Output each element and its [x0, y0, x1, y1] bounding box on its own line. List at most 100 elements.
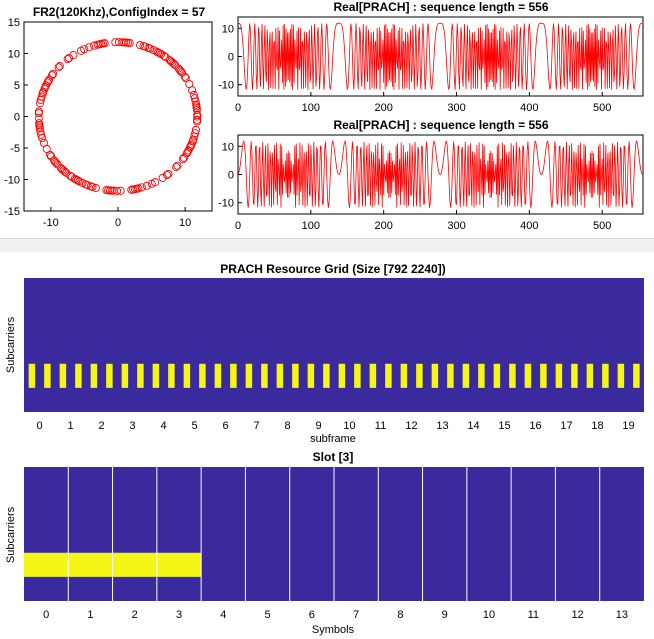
constellation-point	[190, 132, 199, 141]
constellation-point	[46, 150, 55, 159]
constellation-point	[34, 114, 43, 123]
prach-real-y-ticks-1: -10 0 10	[218, 23, 242, 92]
constellation-point	[184, 146, 193, 155]
prach-real-x-tick-label: 200	[375, 102, 393, 114]
constellation-point	[35, 122, 44, 131]
constellation-point	[186, 141, 195, 150]
resource-grid-bar	[44, 363, 51, 388]
resource-grid-x-tick-label: 0	[36, 420, 42, 432]
slot-ylabel: Subcarriers	[5, 506, 17, 563]
slot-x-tick-label: 6	[309, 609, 315, 621]
resource-grid-bar	[602, 363, 609, 388]
resource-grid-background	[24, 278, 644, 412]
resource-grid-bar	[292, 363, 299, 388]
constellation-point	[76, 46, 86, 55]
constellation-point	[78, 178, 87, 188]
resource-grid-x-tick-label: 9	[315, 420, 321, 432]
constellation-point	[64, 54, 74, 63]
constellation-point	[47, 152, 56, 161]
constellation-point	[129, 185, 138, 194]
prach-real-x-ticks-2: 0 100 200 300 400 500	[235, 210, 611, 232]
resource-grid-x-tick-label: 14	[467, 420, 479, 432]
resource-grid-bar	[555, 363, 563, 388]
constellation-point	[50, 156, 59, 165]
constellation-point	[167, 57, 176, 66]
slot-chart: Slot [3] 0 1 2 3 4 5 6 7 8 9 10 11 12 13 Symbols Subc…	[5, 450, 644, 636]
constellation-point	[192, 104, 201, 113]
constellation-point	[55, 62, 64, 71]
constellation-point	[146, 44, 155, 53]
resource-grid-x-tick-label: 12	[405, 420, 417, 432]
constellation-point	[36, 99, 45, 108]
slot-x-tick-label: 13	[616, 609, 628, 621]
resource-grid-bar	[245, 363, 253, 388]
constellation-point	[70, 174, 79, 183]
constellation-point	[95, 40, 104, 49]
constellation-point	[63, 55, 72, 64]
resource-grid-bar	[586, 363, 594, 388]
prach-real-chart-2: Real[PRACH] : sequence length = 556 0 100…	[218, 118, 644, 232]
prach-real-series-line-1	[237, 22, 643, 90]
resource-grid-bar	[106, 363, 113, 388]
resource-grid-bar	[338, 363, 346, 388]
prach-real-y-tick-label: 0	[228, 170, 234, 182]
constellation-point	[66, 171, 75, 180]
resource-grid-x-tick-label: 17	[560, 420, 572, 432]
slot-x-tick-label: 5	[265, 609, 271, 621]
slot-x-tick-label: 9	[442, 609, 448, 621]
constellation-point	[118, 38, 127, 47]
slot-x-tick-label: 7	[353, 609, 359, 621]
resource-grid-bar	[462, 363, 470, 388]
constellation-point	[42, 144, 51, 154]
resource-grid-bar	[183, 363, 191, 388]
slot-x-tick-label: 0	[43, 609, 49, 621]
constellation-y-ticks: -15 -10 -5 0 5 10 15	[4, 17, 28, 218]
slot-x-tick-label: 12	[571, 609, 583, 621]
constellation-point	[188, 86, 197, 95]
constellation-point	[123, 38, 132, 47]
constellation-point	[178, 155, 187, 164]
resource-grid-xlabel: subframe	[310, 433, 356, 445]
slot-x-tick-label: 4	[220, 609, 226, 621]
resource-grid-bar	[307, 363, 315, 388]
constellation-point	[134, 184, 143, 193]
constellation-point	[152, 47, 161, 56]
constellation-point	[113, 186, 122, 195]
resource-grid-x-tick-label: 13	[436, 420, 448, 432]
resource-grid-bar	[431, 363, 439, 388]
resource-grid-x-tick-label: 3	[129, 420, 135, 432]
slot-x-ticks: 0 1 2 3 4 5 6 7 8 9 10 11 12 13	[43, 609, 628, 621]
resource-grid-x-tick-label: 15	[498, 420, 510, 432]
resource-grid-bar	[571, 363, 578, 388]
resource-grid-bar	[617, 363, 625, 388]
prach-real-chart-1: Real[PRACH] : sequence length = 556 0 100…	[218, 0, 644, 114]
resource-grid-x-tick-label: 2	[98, 420, 104, 432]
resource-grid-ylabel: Subcarriers	[5, 316, 17, 373]
prach-real-x-ticks-1: 0 100 200 300 400 500	[235, 92, 611, 114]
resource-grid-bar	[199, 363, 206, 388]
resource-grid-x-tick-label: 11	[375, 420, 386, 432]
resource-grid-bar	[524, 363, 532, 388]
slot-x-tick-label: 11	[528, 609, 539, 621]
resource-grid-x-tick-label: 8	[284, 420, 290, 432]
constellation-y-tick-label: -10	[4, 175, 20, 187]
constellation-point	[102, 185, 111, 195]
resource-grid-bar	[540, 363, 547, 388]
constellation-point	[190, 94, 199, 103]
constellation-point	[136, 41, 145, 50]
slot-highlight-band	[24, 552, 202, 577]
prach-real-y-ticks-2: -10 0 10	[218, 141, 242, 210]
constellation-point	[90, 41, 99, 50]
constellation-point	[160, 52, 169, 61]
prach-real-x-tick-label: 500	[593, 102, 611, 114]
constellation-point	[56, 164, 66, 173]
prach-real-y-tick-label: 10	[222, 141, 234, 153]
resource-grid-bar	[90, 363, 98, 388]
slot-highlight-cell	[112, 552, 157, 577]
constellation-point	[91, 183, 100, 192]
constellation-point	[36, 95, 45, 104]
resource-grid-x-tick-label: 5	[191, 420, 197, 432]
constellation-title: FR2(120Khz),ConfigIndex = 57	[33, 5, 206, 19]
constellation-point	[52, 159, 61, 168]
prach-real-x-tick-label: 400	[520, 102, 538, 114]
